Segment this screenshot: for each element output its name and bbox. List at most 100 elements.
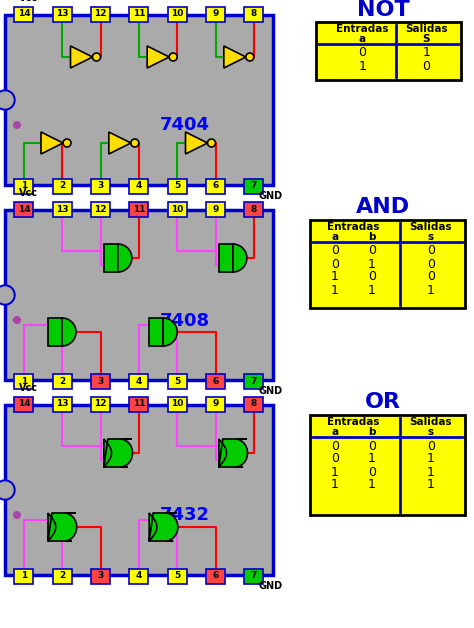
- Bar: [149, 318, 163, 346]
- Circle shape: [0, 92, 13, 108]
- Bar: [206, 568, 225, 583]
- Bar: [129, 202, 148, 217]
- Text: Salidas: Salidas: [410, 417, 452, 427]
- Text: s: s: [428, 232, 434, 242]
- Text: 0: 0: [422, 60, 430, 72]
- Bar: [245, 568, 264, 583]
- Text: s: s: [428, 427, 434, 437]
- Circle shape: [0, 482, 13, 498]
- Bar: [15, 396, 34, 411]
- Polygon shape: [233, 244, 247, 272]
- Text: 6: 6: [212, 571, 219, 580]
- Text: 11: 11: [133, 205, 145, 214]
- Circle shape: [63, 139, 71, 147]
- Bar: [168, 202, 187, 217]
- Bar: [245, 202, 264, 217]
- Polygon shape: [163, 318, 177, 346]
- Bar: [129, 374, 148, 389]
- Text: Salidas: Salidas: [405, 24, 447, 34]
- Text: 6: 6: [212, 377, 219, 386]
- Text: 0: 0: [331, 244, 339, 257]
- Text: Salidas: Salidas: [410, 222, 452, 232]
- Text: a: a: [331, 232, 338, 242]
- Bar: [129, 6, 148, 21]
- Text: 1: 1: [21, 181, 27, 190]
- Text: 1: 1: [331, 479, 339, 492]
- Circle shape: [0, 287, 13, 303]
- Text: 9: 9: [212, 9, 219, 18]
- Bar: [91, 202, 110, 217]
- Bar: [15, 202, 34, 217]
- Text: 1: 1: [331, 271, 339, 283]
- Circle shape: [131, 139, 139, 147]
- Text: 1: 1: [427, 479, 435, 492]
- Text: NOT: NOT: [356, 0, 410, 20]
- Text: 0: 0: [331, 257, 339, 271]
- Circle shape: [208, 139, 216, 147]
- Text: 14: 14: [18, 9, 30, 18]
- Text: 7: 7: [251, 181, 257, 190]
- Text: AND: AND: [356, 197, 410, 217]
- Text: 9: 9: [212, 399, 219, 408]
- Bar: [206, 178, 225, 193]
- Text: 7404: 7404: [160, 117, 210, 134]
- Polygon shape: [185, 132, 208, 154]
- Text: 1: 1: [331, 283, 339, 296]
- Text: 4: 4: [136, 571, 142, 580]
- Text: 0: 0: [427, 244, 435, 257]
- Polygon shape: [149, 513, 178, 541]
- Bar: [91, 374, 110, 389]
- Text: 5: 5: [174, 571, 181, 580]
- Text: 4: 4: [136, 377, 142, 386]
- Text: 1: 1: [358, 60, 366, 72]
- Text: 5: 5: [174, 181, 181, 190]
- Circle shape: [92, 53, 100, 61]
- Text: 14: 14: [18, 205, 30, 214]
- Text: 2: 2: [59, 571, 65, 580]
- Polygon shape: [48, 513, 77, 541]
- Text: 13: 13: [56, 205, 69, 214]
- Bar: [5, 405, 273, 575]
- Text: 10: 10: [171, 9, 183, 18]
- Text: a: a: [359, 34, 366, 44]
- Text: 7432: 7432: [160, 507, 210, 524]
- Bar: [15, 178, 34, 193]
- Text: 3: 3: [98, 181, 104, 190]
- Text: 1: 1: [368, 283, 376, 296]
- Text: 11: 11: [133, 9, 145, 18]
- Bar: [53, 202, 72, 217]
- Text: 7408: 7408: [159, 311, 210, 330]
- Polygon shape: [224, 46, 246, 68]
- Bar: [206, 374, 225, 389]
- Text: 3: 3: [98, 377, 104, 386]
- Text: 12: 12: [94, 205, 107, 214]
- Circle shape: [13, 316, 21, 324]
- Circle shape: [13, 511, 21, 519]
- Polygon shape: [62, 318, 76, 346]
- Bar: [310, 415, 465, 515]
- Text: 1: 1: [368, 453, 376, 465]
- Text: 1: 1: [427, 465, 435, 479]
- Text: 11: 11: [133, 399, 145, 408]
- Text: 1: 1: [21, 571, 27, 580]
- Circle shape: [0, 480, 15, 500]
- Text: 0: 0: [368, 271, 376, 283]
- Text: Entradas: Entradas: [327, 222, 380, 232]
- Text: Entradas: Entradas: [336, 24, 389, 34]
- Bar: [245, 374, 264, 389]
- Bar: [168, 374, 187, 389]
- Bar: [310, 220, 465, 308]
- Bar: [168, 178, 187, 193]
- Text: 1: 1: [368, 257, 376, 271]
- Text: GND: GND: [259, 581, 283, 591]
- Text: 12: 12: [94, 399, 107, 408]
- Circle shape: [246, 53, 254, 61]
- Bar: [245, 178, 264, 193]
- Text: 2: 2: [59, 377, 65, 386]
- Bar: [91, 396, 110, 411]
- Bar: [53, 396, 72, 411]
- Bar: [168, 396, 187, 411]
- Text: 8: 8: [251, 399, 257, 408]
- Bar: [5, 15, 273, 185]
- Text: b: b: [368, 427, 376, 437]
